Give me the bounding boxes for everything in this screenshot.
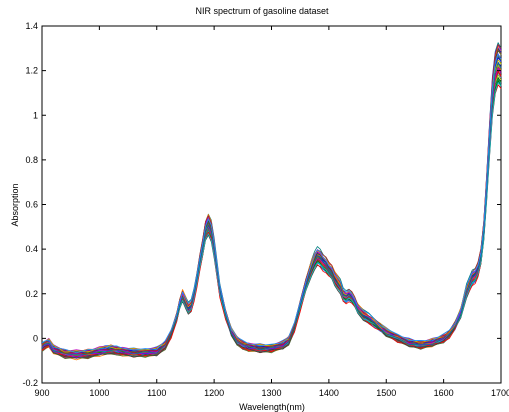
y-axis-tick-labels: -0.2 0 0.2 0.4 0.6 0.8 1 1.2 1.4: [22, 21, 38, 388]
x-tick-label: 900: [34, 388, 49, 398]
x-axis-ticks: [41, 26, 502, 383]
y-axis-ticks: [42, 25, 501, 384]
y-axis-label: Absorption: [10, 183, 20, 226]
y-tick-label: -0.2: [22, 378, 38, 388]
x-tick-label: 1400: [319, 388, 339, 398]
x-axis-tick-labels: 900 1000 1100 1200 1300 1400 1500 1600 1700: [34, 388, 509, 398]
x-tick-label: 1200: [204, 388, 224, 398]
y-tick-label: 0.2: [25, 289, 38, 299]
spectrum-line: [41, 62, 502, 356]
x-tick-label: 1000: [89, 388, 109, 398]
spectrum-line: [41, 53, 502, 354]
plot-area: [41, 25, 502, 384]
x-tick-label: 1600: [434, 388, 454, 398]
x-tick-label: 1300: [261, 388, 281, 398]
x-tick-label: 1500: [376, 388, 396, 398]
spectrum-series-group: [41, 42, 502, 361]
plot-frame: [41, 25, 502, 384]
y-tick-label: 0.4: [25, 244, 38, 254]
y-tick-label: 0.6: [25, 200, 38, 210]
x-axis-label: Wavelength(nm): [239, 402, 305, 412]
x-tick-label: 1100: [147, 388, 166, 398]
y-tick-label: 0: [33, 333, 38, 343]
x-tick-label: 1700: [491, 388, 509, 398]
y-tick-label: 0.8: [25, 155, 38, 165]
y-tick-label: 1: [33, 110, 38, 120]
y-tick-label: 1.2: [25, 66, 38, 76]
chart-title: NIR spectrum of gasoline dataset: [195, 6, 329, 16]
y-tick-label: 1.4: [25, 21, 38, 31]
